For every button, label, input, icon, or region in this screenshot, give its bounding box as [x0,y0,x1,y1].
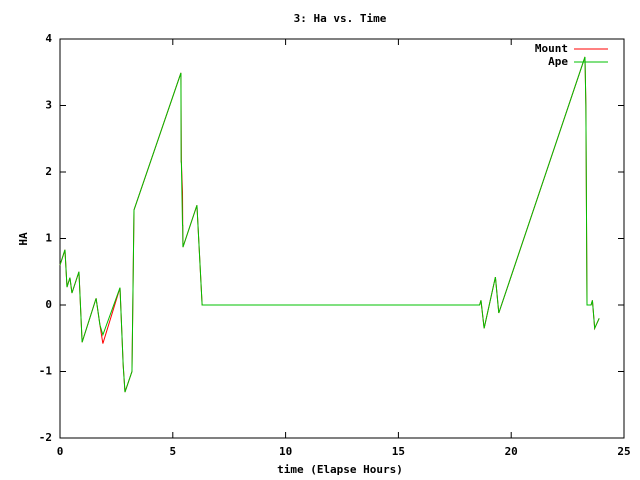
y-tick-label: -1 [39,365,53,378]
chart-title: 3: Ha vs. Time [294,12,387,25]
x-tick-label: 25 [617,445,630,458]
x-axis-label: time (Elapse Hours) [277,463,403,476]
x-tick-label: 0 [57,445,64,458]
x-tick-label: 20 [505,445,518,458]
y-tick-label: -2 [39,431,52,444]
x-tick-label: 5 [169,445,176,458]
series-line [59,56,600,393]
plot-frame [59,38,625,439]
y-axis-label: HA [17,232,30,246]
x-tick-label: 10 [279,445,292,458]
x-tick-label: 15 [392,445,405,458]
legend-label: Mount [535,42,568,55]
legend-label: Ape [548,55,568,68]
y-tick-label: 3 [45,99,52,112]
series-line [59,56,600,393]
y-tick-label: 4 [45,32,52,45]
y-tick-label: 2 [45,165,52,178]
y-tick-label: 1 [45,232,52,245]
y-tick-label: 0 [45,298,52,311]
